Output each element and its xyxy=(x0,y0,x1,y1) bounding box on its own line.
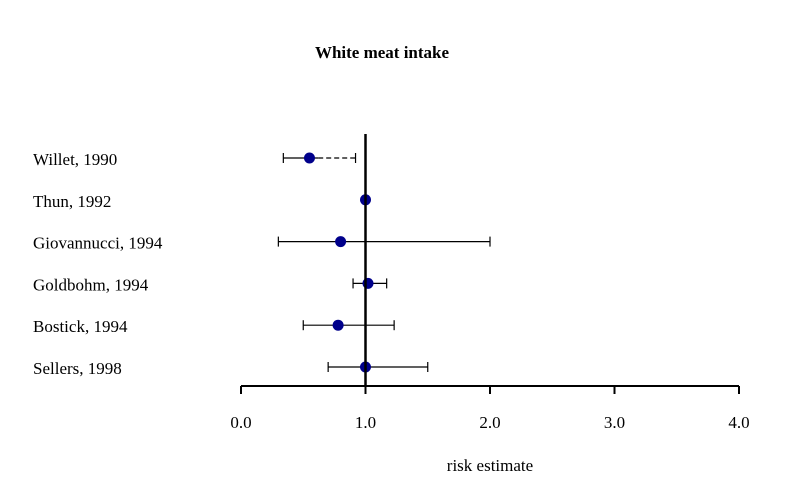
x-tick-label: 0.0 xyxy=(230,413,251,432)
point-estimate xyxy=(335,236,347,248)
x-axis-ticks: 0.0 1.0 2.0 3.0 4.0 xyxy=(230,386,750,432)
study-label: Giovannucci, 1994 xyxy=(33,234,163,253)
study-row: Thun, 1992 xyxy=(33,192,371,211)
x-tick-label: 4.0 xyxy=(728,413,749,432)
study-label: Bostick, 1994 xyxy=(33,317,128,336)
point-estimate xyxy=(303,152,315,164)
study-label: Willet, 1990 xyxy=(33,150,117,169)
study-row: Sellers, 1998 xyxy=(33,359,429,378)
study-rows: Willet, 1990 Thun, 1992 Giovannucci, 1994 G… xyxy=(33,150,491,378)
x-tick-label: 2.0 xyxy=(479,413,500,432)
study-label: Sellers, 1998 xyxy=(33,359,122,378)
point-estimate xyxy=(332,319,344,331)
point-estimate xyxy=(362,277,374,289)
x-tick-label: 3.0 xyxy=(604,413,625,432)
x-tick-label: 1.0 xyxy=(355,413,376,432)
study-label: Goldbohm, 1994 xyxy=(33,275,149,294)
study-row: Giovannucci, 1994 xyxy=(33,234,491,253)
study-row: Bostick, 1994 xyxy=(33,317,395,336)
study-row: Willet, 1990 xyxy=(33,150,357,169)
study-label: Thun, 1992 xyxy=(33,192,111,211)
chart-title: White meat intake xyxy=(315,43,450,62)
x-axis-label: risk estimate xyxy=(447,456,533,475)
study-row: Goldbohm, 1994 xyxy=(33,275,388,294)
